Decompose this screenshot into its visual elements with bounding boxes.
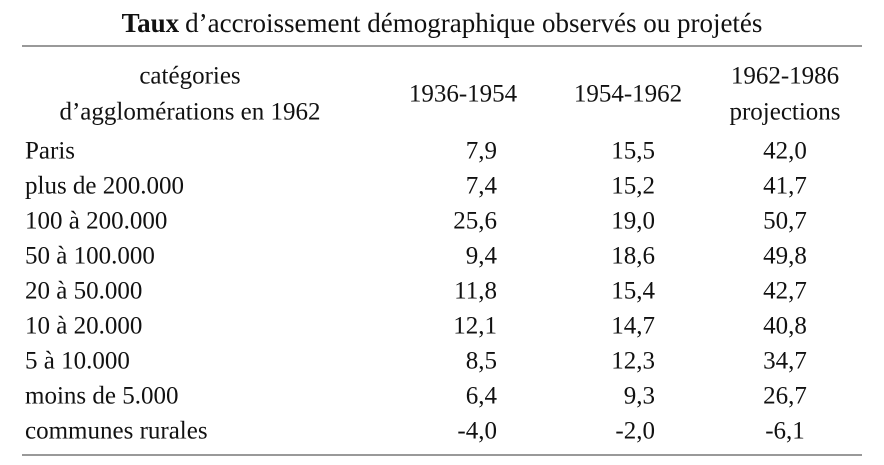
cell: 40,8	[763, 313, 807, 340]
header-cell: 1936-1954	[409, 81, 518, 108]
cell: 9,4	[466, 243, 498, 270]
cell: 50,7	[763, 208, 807, 235]
cell: 12,3	[611, 348, 655, 375]
cell: 11,8	[454, 278, 497, 305]
cell: 8,5	[466, 348, 497, 375]
cell: 6,4	[466, 383, 498, 410]
header-cell: projections	[729, 99, 840, 126]
cell: 15,2	[611, 173, 655, 200]
cell: 15,4	[611, 278, 655, 305]
cell: 7,9	[466, 138, 497, 165]
cell: 15,5	[611, 138, 655, 165]
header-cell: 1962-1986	[731, 63, 839, 90]
row-label: 100 à 200.000	[25, 208, 167, 235]
cell: -6,1	[765, 418, 805, 445]
title-rest: d’accroissement démographique observés o…	[185, 8, 762, 38]
row-label: communes rurales	[25, 418, 208, 445]
cell: 34,7	[763, 348, 807, 375]
cell: 41,7	[763, 173, 807, 200]
row-label: Paris	[25, 138, 75, 165]
row-label: moins de 5.000	[25, 383, 178, 410]
header-cell: catégories	[139, 63, 240, 90]
header-cell: d’agglomérations en 1962	[59, 99, 320, 126]
cell: -2,0	[615, 418, 655, 445]
cell: -4,0	[457, 418, 497, 445]
cell: 14,7	[611, 313, 655, 340]
title: Taux d’accroissement démographique observ…	[122, 8, 763, 38]
row-label: 5 à 10.000	[25, 348, 130, 375]
cell: 25,6	[453, 208, 497, 235]
row-label: 20 à 50.000	[25, 278, 142, 305]
row-label: 50 à 100.000	[25, 243, 155, 270]
title-bold: Taux	[122, 8, 180, 38]
cell: 49,8	[763, 243, 807, 270]
cell: 42,0	[763, 138, 807, 165]
row-label: plus de 200.000	[25, 173, 184, 200]
cell: 42,7	[763, 278, 807, 305]
cell: 9,3	[624, 383, 655, 410]
row-label: 10 à 20.000	[25, 313, 142, 340]
header-cell: 1954-1962	[574, 81, 682, 108]
cell: 18,6	[611, 243, 655, 270]
cell: 7,4	[466, 173, 498, 200]
cell: 26,7	[763, 383, 807, 410]
cell: 12,1	[453, 313, 497, 340]
cell: 19,0	[611, 208, 655, 235]
